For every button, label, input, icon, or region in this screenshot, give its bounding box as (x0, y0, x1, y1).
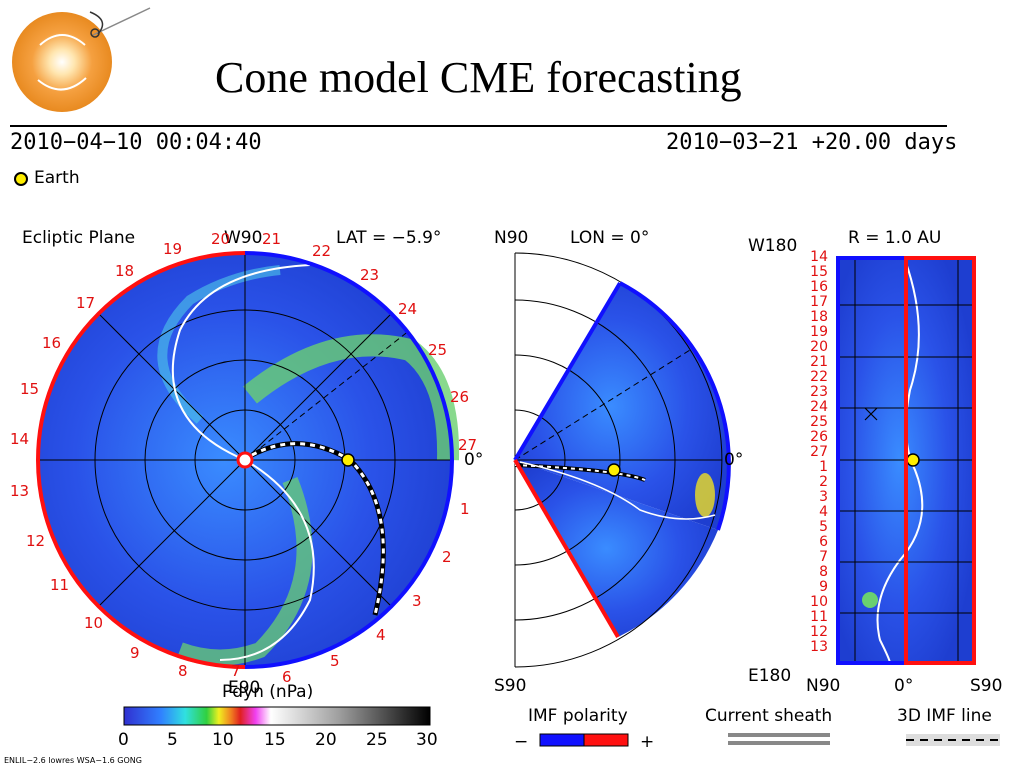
carrington-label: 15 (20, 380, 40, 398)
ecliptic-lat-label: LAT = −5.9° (336, 228, 442, 248)
radial-top-label: W180 (748, 236, 798, 256)
carrington-label: 4 (376, 626, 386, 644)
radial-bottom-label: E180 (748, 666, 792, 686)
polarity-minus-label: − (514, 732, 529, 752)
radial-row-label: 19 (810, 324, 828, 340)
radial-row-label: 4 (819, 504, 828, 520)
radial-strip (836, 256, 976, 665)
ecliptic-bottom-label: E90 (228, 678, 261, 698)
radial-row-label: 7 (819, 549, 828, 565)
meridional-top-label: N90 (494, 228, 529, 248)
imf-polarity-label: IMF polarity (528, 706, 628, 726)
carrington-label: 24 (398, 300, 418, 318)
carrington-label: 1 (460, 500, 470, 518)
colorbar-tick: 5 (167, 730, 178, 750)
carrington-label: 26 (450, 388, 470, 406)
colorbar (123, 706, 431, 726)
carrington-label: 27 (458, 436, 478, 454)
radial-row-label: 26 (810, 429, 828, 445)
carrington-label: 23 (360, 266, 380, 284)
earth-legend-label: Earth (34, 168, 80, 188)
carrington-label: 6 (282, 668, 292, 686)
carrington-label: 22 (312, 242, 332, 260)
radial-row-label: 21 (810, 354, 828, 370)
radial-row-label: 2 (819, 474, 828, 490)
polarity-plus-label: + (640, 732, 655, 752)
meridional-lon-label: LON = 0° (570, 228, 650, 248)
run-info-label: 2010−03−21 +20.00 days (666, 130, 958, 155)
carrington-label: 17 (76, 294, 96, 312)
ecliptic-disk (35, 251, 460, 669)
radial-row-label: 24 (810, 399, 828, 415)
meridional-right-label: 0° (724, 450, 744, 470)
carrington-label: 10 (84, 614, 104, 632)
colorbar-tick: 0 (118, 730, 129, 750)
radial-row-label: 8 (819, 564, 828, 580)
radial-row-label: 18 (810, 309, 828, 325)
radial-row-labels: 14 15 16 17 18 19 20 21 22 23 24 25 26 2… (800, 250, 828, 655)
carrington-label: 21 (262, 230, 282, 248)
radial-row-label: 11 (810, 609, 828, 625)
colorbar-title: Pdyn (nPa) (222, 682, 314, 702)
carrington-label: 25 (428, 341, 448, 359)
carrington-label: 3 (412, 592, 422, 610)
radial-row-label: 6 (819, 534, 828, 550)
radial-x-label: 0° (894, 676, 914, 696)
imf-line-label: 3D IMF line (897, 706, 992, 726)
carrington-label: 7 (231, 662, 241, 680)
carrington-label: 8 (178, 662, 188, 680)
ecliptic-plane-label: Ecliptic Plane (22, 228, 136, 248)
carrington-label: 20 (211, 230, 231, 248)
radial-row-label: 15 (810, 264, 828, 280)
radial-row-label: 10 (810, 594, 828, 610)
radial-row-label: 1 (819, 459, 828, 475)
radial-row-label: 22 (810, 369, 828, 385)
carrington-label: 11 (50, 576, 70, 594)
legend-graphics (539, 733, 1000, 747)
carrington-label: 5 (330, 652, 340, 670)
radial-row-label: 13 (810, 639, 828, 655)
radial-row-label: 5 (819, 519, 828, 535)
radial-row-label: 14 (810, 249, 828, 265)
colorbar-tick: 15 (264, 730, 286, 750)
carrington-label: 9 (130, 644, 140, 662)
radial-row-label: 17 (810, 294, 828, 310)
meridional-wedge (513, 252, 731, 668)
radial-row-label: 27 (810, 444, 828, 460)
carrington-label: 13 (10, 482, 30, 500)
ecliptic-right-label: 0° (464, 450, 484, 470)
radial-row-label: 16 (810, 279, 828, 295)
ecliptic-top-label: W90 (224, 228, 263, 248)
carrington-label: 19 (163, 240, 183, 258)
radial-row-label: 3 (819, 489, 828, 505)
radial-x-label: N90 (806, 676, 841, 696)
radial-row-label: 25 (810, 414, 828, 430)
carrington-label: 14 (10, 430, 30, 448)
meridional-bottom-label: S90 (494, 676, 527, 696)
datetime-label: 2010−04−10 00:04:40 (10, 130, 262, 155)
carrington-label: 2 (442, 548, 452, 566)
slide-title: Cone model CME forecasting (215, 53, 742, 102)
carrington-label: 16 (42, 334, 62, 352)
current-sheath-label: Current sheath (705, 706, 833, 726)
radial-row-label: 23 (810, 384, 828, 400)
radial-x-label: S90 (970, 676, 1003, 696)
radial-row-label: 9 (819, 579, 828, 595)
radial-row-label: 20 (810, 339, 828, 355)
carrington-label: 18 (115, 262, 135, 280)
colorbar-tick: 20 (315, 730, 337, 750)
carrington-label: 12 (26, 532, 46, 550)
colorbar-tick: 25 (366, 730, 388, 750)
model-footer-label: ENLIL−2.6 lowres WSA−1.6 GONG (4, 756, 142, 765)
earth-marker-icon (14, 172, 28, 186)
colorbar-tick: 10 (212, 730, 234, 750)
radial-row-label: 12 (810, 624, 828, 640)
radial-r-label: R = 1.0 AU (848, 228, 942, 248)
title-divider (10, 125, 947, 127)
colorbar-tick: 30 (416, 730, 438, 750)
